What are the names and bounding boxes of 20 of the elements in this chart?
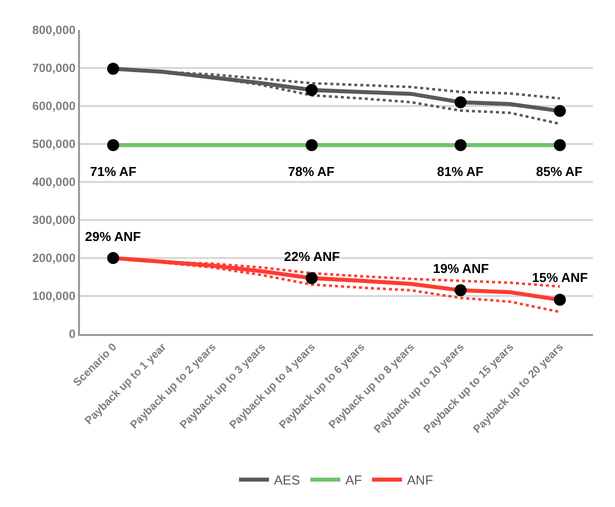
y-tick-label: 300,000 <box>32 213 76 228</box>
y-tick-label: 800,000 <box>32 23 76 38</box>
annotation: 78% AF <box>288 164 335 179</box>
legend-label: ANF <box>407 472 434 488</box>
annotation: 81% AF <box>437 164 484 179</box>
y-tick-label: 700,000 <box>32 61 76 76</box>
y-tick-label: 100,000 <box>32 289 76 304</box>
legend-label: AES <box>274 472 300 488</box>
annotation: 15% ANF <box>532 270 588 285</box>
annotation: 85% AF <box>536 164 583 179</box>
annotation: 22% ANF <box>284 249 340 264</box>
y-tick-label: 200,000 <box>32 251 76 266</box>
annotation: 71% AF <box>90 164 137 179</box>
y-tick-label: 500,000 <box>32 137 76 152</box>
annotation: 19% ANF <box>433 261 489 276</box>
y-tick-label: 400,000 <box>32 175 76 190</box>
y-tick-label: 600,000 <box>32 99 76 114</box>
y-tick-label: 0 <box>68 327 76 342</box>
legend-label: AF <box>345 472 362 488</box>
annotation: 29% ANF <box>85 229 141 244</box>
